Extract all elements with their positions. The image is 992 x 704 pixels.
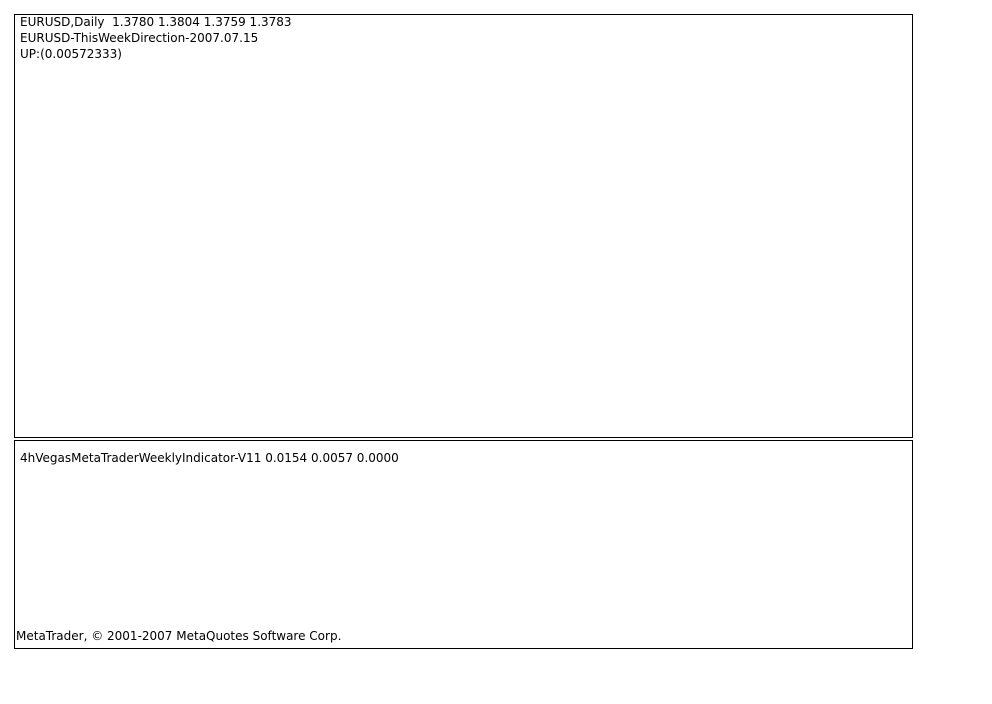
indicator-title: 4hVegasMetaTraderWeeklyIndicator-V11 0.0… (20, 451, 399, 465)
chart-title: EURUSD,Daily 1.3780 1.3804 1.3759 1.3783 (20, 15, 292, 29)
text-layer: EURUSD,Daily 1.3780 1.3804 1.3759 1.3783… (16, 15, 399, 643)
indicator-panel-frame (14, 440, 913, 649)
annotation: UP:(0.00572333) (20, 47, 122, 61)
copyright: MetaTrader, © 2001-2007 MetaQuotes Softw… (16, 629, 341, 643)
annotation: EURUSD-ThisWeekDirection-2007.07.15 (20, 31, 258, 45)
price-panel-frame (14, 14, 913, 438)
